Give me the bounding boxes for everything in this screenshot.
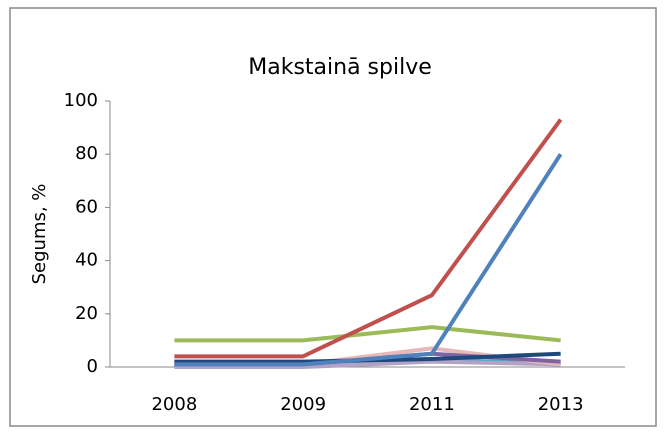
y-tick-label: 0 xyxy=(87,356,98,377)
chart-border xyxy=(9,7,657,427)
y-tick-label: 40 xyxy=(75,250,98,271)
chart-title: Makstainā spilve xyxy=(248,55,432,80)
y-tick-label: 60 xyxy=(75,196,98,217)
y-axis-label: Segums, % xyxy=(29,184,50,285)
y-tick-label: 100 xyxy=(64,90,98,111)
y-tick-label: 80 xyxy=(75,143,98,164)
series-line xyxy=(174,118,563,359)
x-tick-label: 2008 xyxy=(151,394,197,415)
series-line xyxy=(174,153,563,367)
series-line xyxy=(174,359,561,369)
y-tick-label: 20 xyxy=(75,303,98,324)
x-tick-label: 2009 xyxy=(280,394,326,415)
x-tick-label: 2013 xyxy=(538,394,584,415)
x-tick-label: 2011 xyxy=(409,394,455,415)
series-line xyxy=(174,325,561,343)
